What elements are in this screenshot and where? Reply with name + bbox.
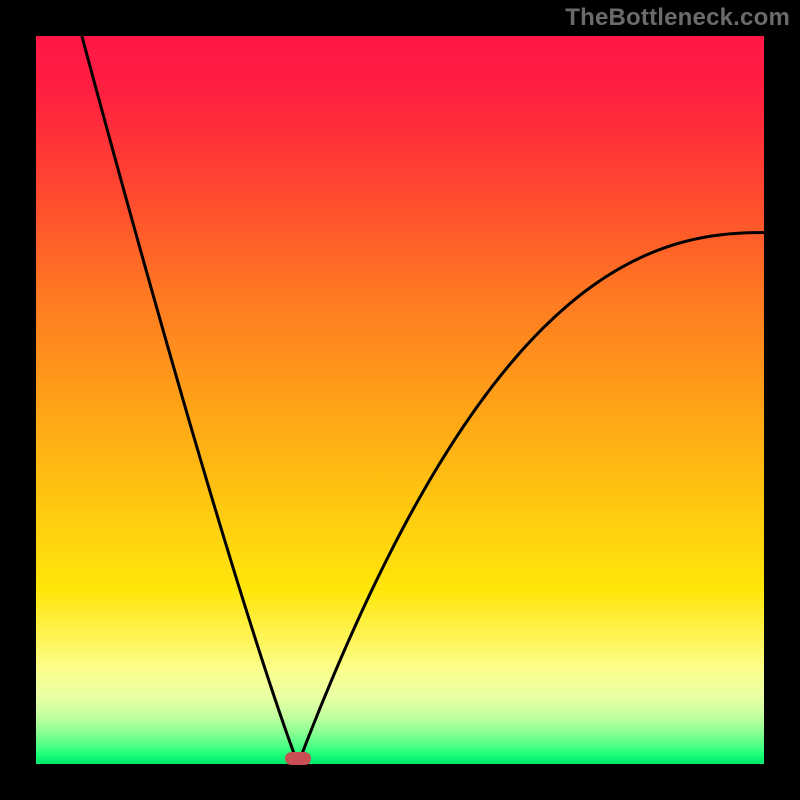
attribution-label: TheBottleneck.com <box>565 4 790 32</box>
minimum-marker <box>285 752 311 765</box>
bottleneck-curve <box>36 36 764 764</box>
chart-frame: TheBottleneck.com <box>0 0 800 800</box>
plot-area <box>36 36 764 764</box>
